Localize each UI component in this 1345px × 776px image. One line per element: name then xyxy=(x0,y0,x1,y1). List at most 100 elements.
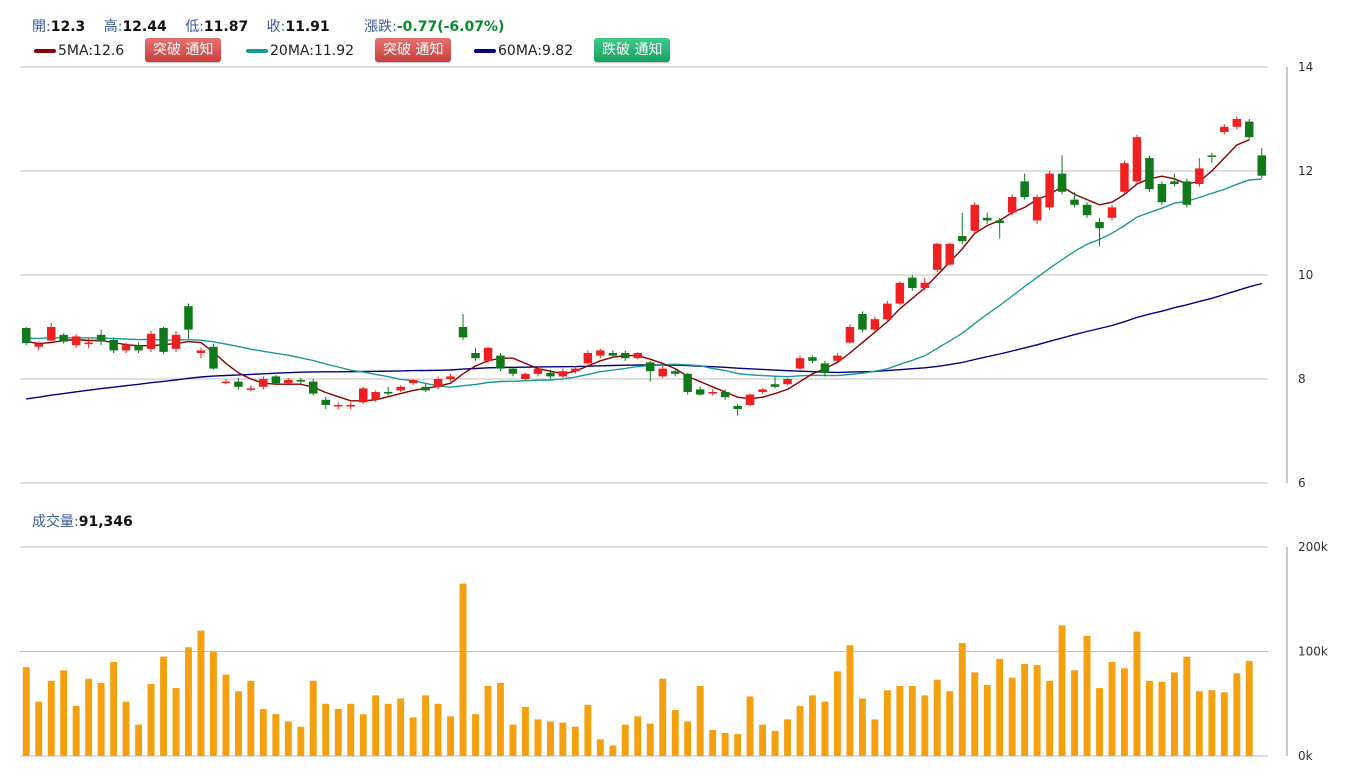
candle xyxy=(733,403,742,416)
volume-bar xyxy=(422,695,430,756)
candle xyxy=(309,379,318,396)
volume-bar xyxy=(47,680,55,756)
candle xyxy=(945,242,954,266)
volume-bar xyxy=(1133,631,1141,756)
low-label: 低: xyxy=(185,19,204,35)
candle xyxy=(47,322,56,342)
candle xyxy=(1095,217,1104,247)
volume-bar xyxy=(846,645,854,756)
candle xyxy=(646,360,655,382)
volume-bar xyxy=(172,688,180,756)
volume-bar xyxy=(1146,680,1153,756)
candle xyxy=(359,386,368,404)
candle xyxy=(633,351,642,360)
candle xyxy=(671,368,680,377)
candle xyxy=(920,277,930,291)
ma60-line xyxy=(26,282,1262,400)
candle xyxy=(658,366,667,378)
ma20-breakout-alert-button[interactable]: 突破 通知 xyxy=(375,38,452,62)
candle xyxy=(546,369,555,379)
volume-tick-label: 0k xyxy=(1298,749,1313,763)
candle xyxy=(259,376,268,390)
candle xyxy=(121,342,131,353)
volume-bar xyxy=(634,716,642,756)
volume-bar xyxy=(646,723,654,756)
candle xyxy=(1132,134,1142,184)
candle xyxy=(1195,158,1204,187)
candle xyxy=(933,242,942,273)
price-grid xyxy=(20,66,1268,484)
candle xyxy=(458,314,468,340)
volume-bar xyxy=(684,721,692,756)
volume-bar xyxy=(946,691,954,756)
candle xyxy=(171,331,181,352)
volume-bar xyxy=(522,706,529,756)
volume-bar xyxy=(1058,625,1066,756)
volume-bar xyxy=(584,704,592,756)
candle xyxy=(1207,152,1217,164)
candle xyxy=(34,341,43,351)
volume-bar xyxy=(996,658,1004,756)
volume-bar xyxy=(933,679,941,756)
price-tick-label: 14 xyxy=(1298,60,1313,74)
candle xyxy=(321,397,330,410)
open-value: 12.3 xyxy=(50,19,86,35)
candle xyxy=(1232,116,1242,130)
candle xyxy=(408,379,418,386)
candle xyxy=(1170,173,1179,187)
volume-bar xyxy=(72,705,80,756)
candle xyxy=(1245,119,1254,140)
volume-bar xyxy=(609,745,617,756)
volume-bar xyxy=(696,686,704,756)
volume-bar xyxy=(784,719,791,756)
volume-bar xyxy=(721,733,729,756)
volume-bar xyxy=(1121,668,1128,756)
candle xyxy=(284,377,293,386)
candle xyxy=(533,366,543,377)
volume-bar xyxy=(222,674,230,756)
high-label: 高: xyxy=(103,19,123,35)
volume-bar xyxy=(809,695,816,756)
volume-bar xyxy=(235,691,242,756)
candle xyxy=(958,212,967,244)
candle xyxy=(371,390,380,402)
volume-bar xyxy=(35,701,43,756)
ma5-breakout-alert-button[interactable]: 突破 通知 xyxy=(145,38,222,62)
ma20-line xyxy=(26,178,1262,388)
volume-bar xyxy=(559,722,567,756)
volume-bar xyxy=(334,709,342,756)
candle xyxy=(908,275,917,291)
volume-bar xyxy=(135,724,142,756)
candle xyxy=(84,337,93,348)
candle xyxy=(209,343,218,370)
volume-bar xyxy=(796,705,804,756)
ma5-label: 5MA:12.6 xyxy=(58,43,125,59)
volume-bar xyxy=(971,672,979,756)
candle xyxy=(895,281,905,306)
candle xyxy=(1120,160,1129,195)
volume-bar xyxy=(284,721,292,756)
candle xyxy=(22,327,31,346)
volume-bar xyxy=(771,730,779,756)
candle xyxy=(870,316,880,333)
volume-bar xyxy=(22,667,30,756)
volume-bar xyxy=(1033,665,1041,756)
price-tick-label: 12 xyxy=(1298,164,1313,178)
candle xyxy=(483,346,493,364)
candle xyxy=(795,355,805,370)
ma20-label: 20MA:11.92 xyxy=(270,43,355,59)
candle xyxy=(695,386,705,396)
volume-bar xyxy=(122,701,130,756)
candle xyxy=(1220,124,1229,135)
candle xyxy=(1082,202,1092,218)
volume-bar xyxy=(671,710,679,756)
volume-bar xyxy=(1158,681,1166,756)
ma60-breakdown-alert-button[interactable]: 跌破 通知 xyxy=(594,38,671,62)
candle xyxy=(758,388,767,394)
candle xyxy=(446,373,455,382)
candle xyxy=(296,377,306,385)
candle xyxy=(845,324,855,344)
volume-bar xyxy=(1183,656,1191,756)
volume-bar xyxy=(983,684,991,756)
candle xyxy=(983,212,992,225)
